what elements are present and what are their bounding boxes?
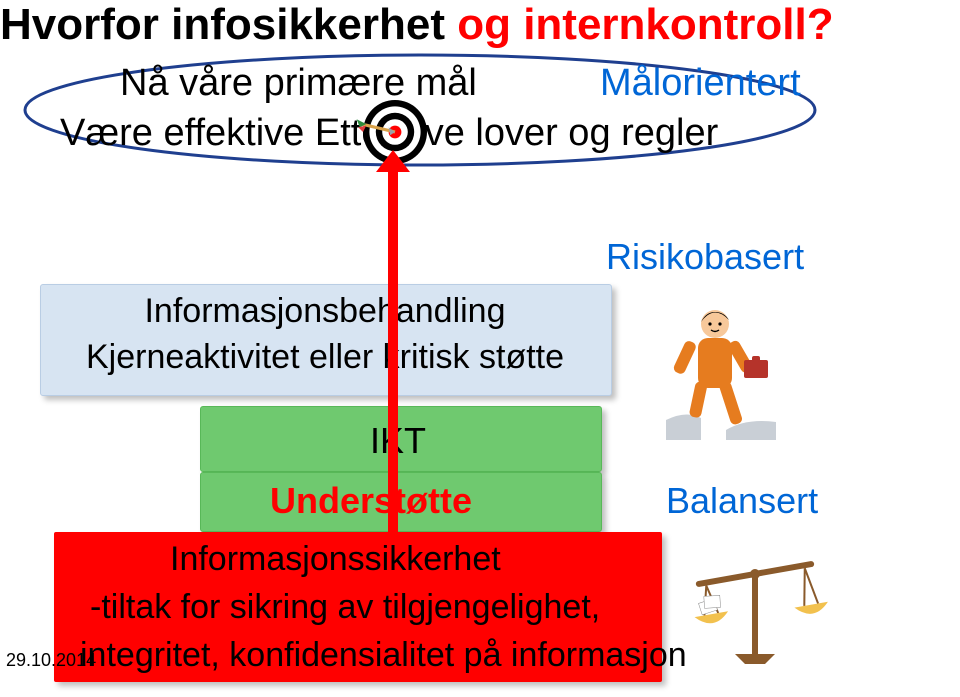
goal-orient: Målorientert [600,62,801,105]
support-label: Understøtte [270,480,472,522]
infosec-line3: integritet, konfidensialitet på informas… [80,636,687,675]
ikt-label: IKT [370,420,426,462]
info-processing-line1: Informasjonsbehandling [100,292,550,331]
risk-label: Risikobasert [606,236,804,278]
title-part1: Hvorfor infosikkerhet [0,0,457,49]
risk-figure-icon [666,290,776,440]
connector-arrowhead [376,150,410,172]
info-processing-line2: Kjerneaktivitet eller kritisk støtte [60,338,590,377]
infosec-line1: Informasjonssikkerhet [170,540,501,579]
title-part2: og internkontroll? [457,0,833,49]
slide-date: 29.10.2014 [6,650,96,671]
balanced-label: Balansert [666,480,818,522]
infosec-line2: -tiltak for sikring av tilgjengelighet, [90,588,600,627]
scales-icon [680,536,830,666]
page-title: Hvorfor infosikkerhet og internkontroll? [0,0,834,50]
connector-line [388,166,398,534]
